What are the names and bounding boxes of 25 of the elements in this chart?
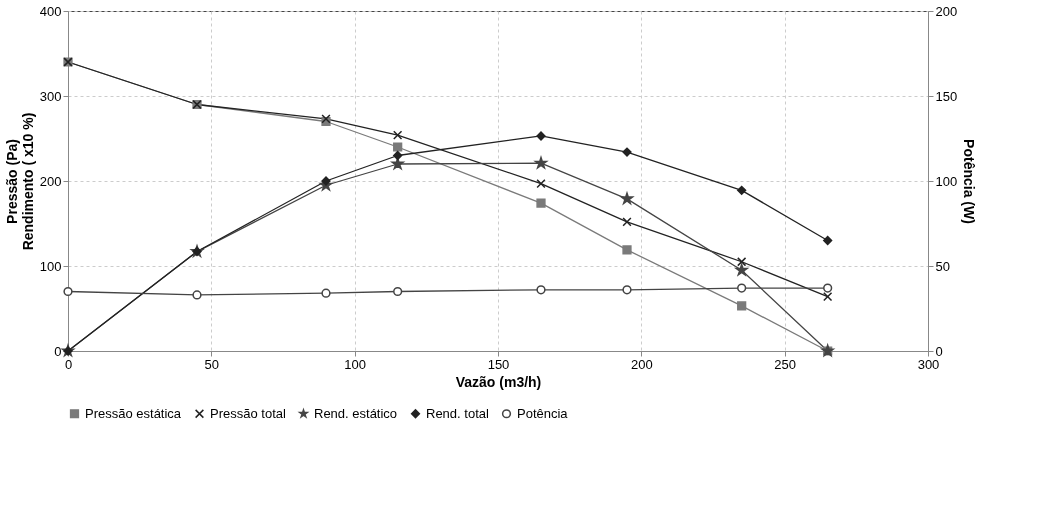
x-tick-label: 200 [630,356,653,372]
y-tick-label: 400 [39,3,62,19]
legend-label: Pressão total [210,405,286,421]
x-tick-label: 100 [344,356,367,372]
y2-tick-label: 0 [935,343,943,359]
y2-tick-label: 150 [935,88,958,104]
legend-label: Rend. total [426,405,489,421]
x-tick-label: 150 [487,356,510,372]
y-tick-label: 100 [39,258,62,274]
x-tick-label: 250 [774,356,797,372]
y-tick-label: 200 [39,173,62,189]
x-axis-title: Vazão (m3/h) [455,373,542,390]
y-axis-title: Pressão (Pa) Rendimento ( x10 %) [3,112,36,251]
legend-label: Potência [517,405,569,421]
x-tick-label: 50 [204,356,220,372]
legend-label: Rend. estático [314,405,398,421]
y2-tick-label: 50 [935,258,950,274]
y2-axis-title: Potência (W) [961,139,978,224]
x-tick-label: 0 [64,356,73,372]
x-tick-label: 300 [917,356,940,372]
y-tick-label: 0 [54,343,62,359]
y2-tick-label: 100 [935,173,958,189]
y2-tick-label: 200 [935,3,958,19]
y-tick-label: 300 [39,88,62,104]
legend-label: Pressão estática [85,405,182,421]
